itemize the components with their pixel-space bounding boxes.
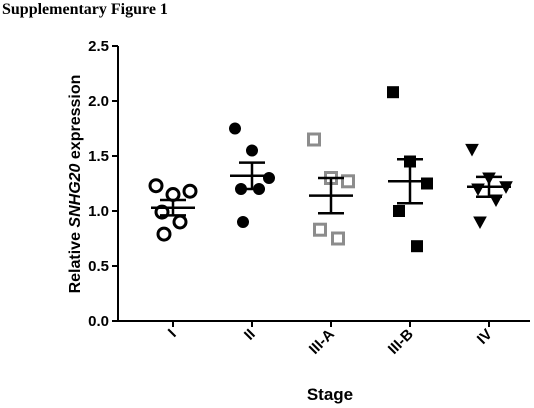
data-point bbox=[313, 222, 327, 237]
y-axis-label: Relative SNHG20 expression bbox=[67, 75, 84, 294]
data-point bbox=[263, 172, 275, 184]
x-tick-label: III-B bbox=[385, 326, 417, 358]
y-tick-label: 2.5 bbox=[88, 38, 109, 55]
data-point bbox=[156, 226, 172, 242]
data-point bbox=[229, 122, 241, 135]
data-point bbox=[182, 183, 198, 199]
data-point bbox=[148, 178, 164, 194]
chart-title: Supplementary Figure 1 bbox=[2, 1, 168, 18]
x-tick-label: II bbox=[241, 326, 259, 344]
data-point bbox=[307, 132, 321, 147]
data-point bbox=[393, 205, 405, 217]
y-label-part: expression bbox=[67, 75, 84, 164]
data-point bbox=[331, 231, 345, 246]
y-tick-label: 2.0 bbox=[88, 93, 109, 110]
data-point bbox=[421, 177, 433, 190]
data-point bbox=[411, 240, 423, 253]
data-point bbox=[387, 86, 399, 99]
y-label-italic: SNHG20 bbox=[67, 163, 84, 227]
x-tick-label: IV bbox=[474, 326, 496, 348]
x-tick-label: I bbox=[165, 326, 180, 341]
x-axis-label: Stage bbox=[307, 385, 353, 404]
data-point bbox=[172, 214, 188, 230]
y-tick-label: 1.5 bbox=[88, 148, 109, 165]
y-tick-label: 0.5 bbox=[88, 258, 109, 275]
data-point bbox=[473, 216, 487, 230]
y-tick-label: 1.0 bbox=[88, 203, 109, 220]
y-label-part: Relative bbox=[67, 228, 84, 294]
y-tick-label: 0.0 bbox=[88, 313, 109, 330]
data-point bbox=[165, 187, 181, 202]
data-point bbox=[246, 144, 258, 157]
data-point bbox=[341, 174, 355, 189]
data-point bbox=[465, 143, 479, 157]
data-point bbox=[154, 204, 170, 220]
x-tick-label: III-A bbox=[306, 326, 338, 358]
data-point bbox=[237, 216, 249, 228]
